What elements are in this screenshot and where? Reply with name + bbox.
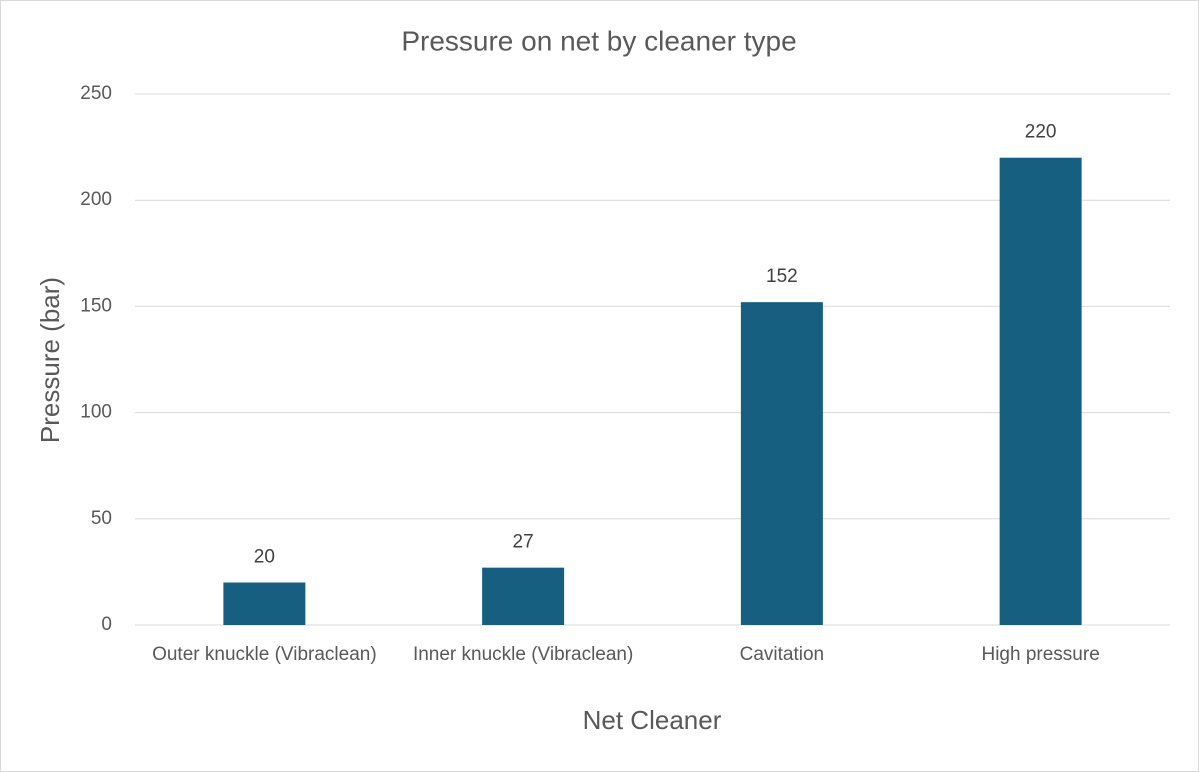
x-tick-label: Cavitation — [740, 644, 825, 665]
bar — [482, 567, 565, 625]
x-tick-label: High pressure — [981, 644, 1099, 665]
y-tick-label: 250 — [80, 83, 112, 104]
y-tick-label: 100 — [80, 402, 112, 423]
x-tick-label: Outer knuckle (Vibraclean) — [152, 644, 377, 665]
data-label: 220 — [1025, 122, 1057, 143]
y-axis-title: Pressure (bar) — [35, 277, 65, 443]
y-tick-label: 200 — [80, 189, 112, 210]
bar — [223, 582, 306, 625]
data-label: 20 — [254, 547, 275, 568]
y-tick-label: 150 — [80, 295, 112, 316]
y-tick-label: 50 — [91, 508, 112, 529]
data-label: 152 — [766, 266, 798, 287]
x-axis-title: Net Cleaner — [583, 705, 722, 735]
bar — [740, 302, 823, 625]
data-label: 27 — [513, 532, 534, 553]
chart-title: Pressure on net by cleaner type — [401, 25, 796, 56]
y-tick-label: 0 — [101, 614, 112, 635]
x-tick-label: Inner knuckle (Vibraclean) — [413, 644, 633, 665]
bar — [999, 157, 1082, 625]
